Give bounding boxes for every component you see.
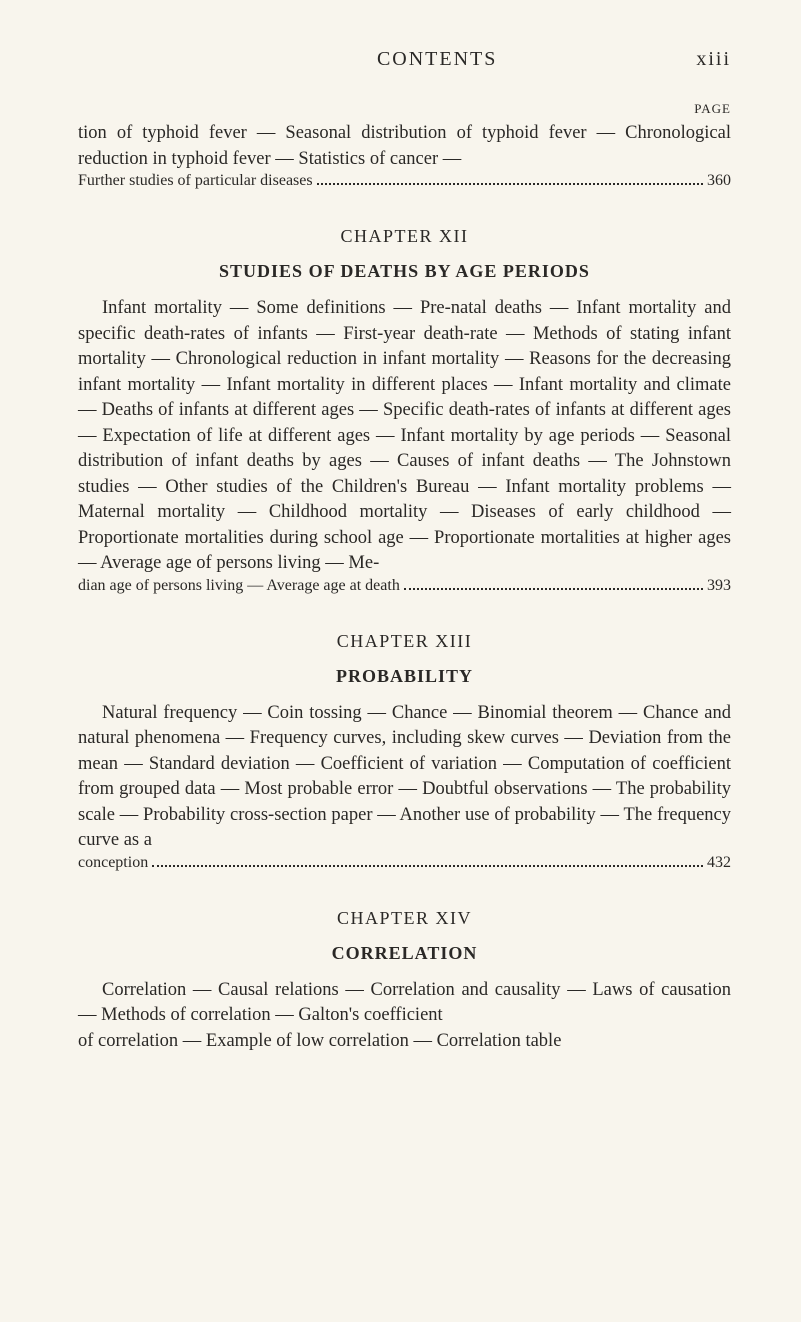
chapter-last-text: conception <box>78 854 148 872</box>
chapter-last-text: of correlation — Example of low correlat… <box>78 1029 731 1055</box>
chapter-13: CHAPTER XIII PROBABILITY Natural frequen… <box>78 631 731 872</box>
entry-page-ref: 360 <box>707 172 731 190</box>
chapter-page-ref: 432 <box>707 854 731 872</box>
chapter-title: CORRELATION <box>78 943 731 964</box>
chapter-page-ref: 393 <box>707 577 731 595</box>
leader-dots <box>152 865 703 867</box>
chapter-14: CHAPTER XIV CORRELATION Correlation — Ca… <box>78 908 731 1055</box>
chapter-last-text: dian age of persons living — Average age… <box>78 577 400 595</box>
chapter-last-line: dian age of persons living — Average age… <box>78 577 731 595</box>
leader-dots <box>317 183 703 185</box>
chapter-title: PROBABILITY <box>78 666 731 687</box>
chapter-body: Infant mortality — Some definitions — Pr… <box>78 296 731 577</box>
chapter-heading: CHAPTER XIV <box>78 908 731 929</box>
leader-dots <box>404 588 703 590</box>
chapter-last-line: conception 432 <box>78 854 731 872</box>
chapter-heading: CHAPTER XII <box>78 226 731 247</box>
chapter-12: CHAPTER XII STUDIES OF DEATHS BY AGE PER… <box>78 226 731 595</box>
chapter-title: STUDIES OF DEATHS BY AGE PERIODS <box>78 261 731 282</box>
chapter-body: Correlation — Causal relations — Correla… <box>78 978 731 1029</box>
page-number: xiii <box>696 48 731 71</box>
page-header: CONTENTS xiii <box>78 48 731 71</box>
continuation-entry: tion of typhoid fever — Seasonal distrib… <box>78 121 731 190</box>
entry-last-text: Further studies of particular diseases <box>78 172 313 190</box>
page-column-label: PAGE <box>78 101 731 117</box>
entry-body: tion of typhoid fever — Seasonal distrib… <box>78 121 731 172</box>
entry-last-line: Further studies of particular diseases 3… <box>78 172 731 190</box>
chapter-heading: CHAPTER XIII <box>78 631 731 652</box>
running-head: CONTENTS <box>377 48 497 71</box>
chapter-body: Natural frequency — Coin tossing — Chanc… <box>78 701 731 854</box>
